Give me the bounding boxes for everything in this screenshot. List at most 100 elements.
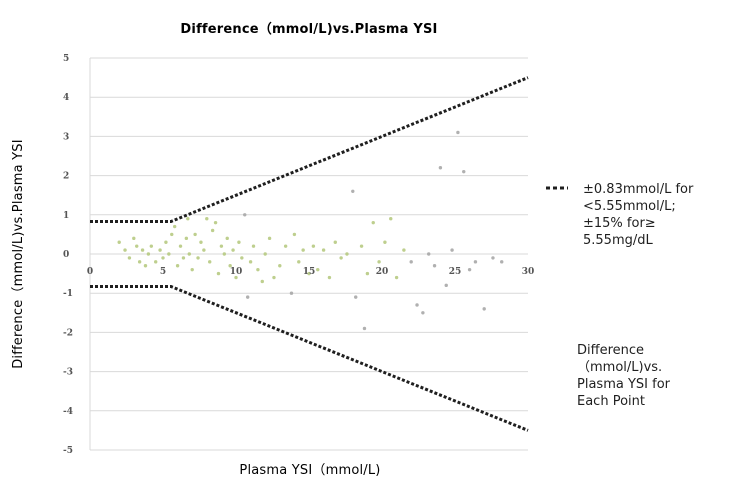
data-point xyxy=(263,252,267,256)
data-point xyxy=(199,240,203,244)
data-point xyxy=(146,252,151,256)
data-point xyxy=(432,264,437,268)
data-point xyxy=(321,248,326,252)
x-tick-label: 5 xyxy=(160,267,166,277)
y-tick-label: 2 xyxy=(63,172,69,182)
data-point xyxy=(161,256,165,260)
data-point xyxy=(327,275,332,280)
data-point xyxy=(228,264,232,268)
data-point xyxy=(186,217,190,221)
y-axis-label: Difference（mmol/L)vs.Plasma YSI xyxy=(11,139,26,369)
data-point xyxy=(170,232,174,237)
y-tick-label: 4 xyxy=(63,93,69,103)
data-point xyxy=(383,240,387,244)
data-point xyxy=(196,256,200,260)
data-point xyxy=(354,295,358,299)
data-point xyxy=(210,228,215,233)
data-point xyxy=(243,213,247,217)
data-point xyxy=(438,166,443,170)
data-point xyxy=(307,271,311,276)
data-point xyxy=(402,248,406,252)
data-point xyxy=(362,326,367,331)
data-point xyxy=(164,240,168,244)
data-point xyxy=(175,264,180,268)
data-point xyxy=(117,240,121,244)
data-point xyxy=(184,236,189,241)
data-point xyxy=(289,291,294,295)
data-point xyxy=(213,220,218,225)
upper-boundary-line xyxy=(90,76,529,223)
y-tick-label: 1 xyxy=(63,211,69,221)
data-point xyxy=(132,236,136,241)
data-point xyxy=(137,260,142,264)
data-point xyxy=(231,248,235,252)
data-point xyxy=(462,169,466,174)
data-point xyxy=(202,248,206,252)
y-tick-label: -1 xyxy=(63,289,73,299)
data-point xyxy=(234,275,238,280)
data-point xyxy=(311,244,316,248)
data-point xyxy=(377,260,381,264)
lower-boundary-line xyxy=(90,285,529,432)
data-point xyxy=(149,244,154,248)
data-point xyxy=(427,252,431,256)
data-point xyxy=(245,295,250,299)
legend-text-line: 5.55mg/dL xyxy=(583,233,653,248)
data-point xyxy=(193,232,197,237)
data-point xyxy=(140,248,145,252)
y-tick-label: -3 xyxy=(63,368,73,378)
data-point xyxy=(409,260,413,264)
y-tick-label: -4 xyxy=(63,407,73,417)
y-tick-label: 5 xyxy=(63,54,69,64)
data-point xyxy=(216,271,221,276)
data-point xyxy=(154,260,158,264)
x-axis-label: Plasma YSI（mmol/L) xyxy=(239,463,380,478)
boundary-lines xyxy=(90,76,529,432)
data-point xyxy=(267,236,272,241)
data-point xyxy=(333,240,337,244)
data-point xyxy=(260,279,264,284)
data-point xyxy=(278,264,282,268)
data-point xyxy=(172,224,177,229)
data-point xyxy=(394,275,399,280)
gridlines xyxy=(90,57,528,451)
legend-text-line: Each Point xyxy=(577,394,645,409)
y-tick-label: 3 xyxy=(63,132,69,142)
data-point xyxy=(167,252,171,256)
data-point xyxy=(225,236,229,241)
data-point xyxy=(415,303,419,307)
x-tick-label: 0 xyxy=(87,267,93,277)
x-tick-label: 25 xyxy=(449,267,462,277)
data-point xyxy=(237,240,241,244)
data-point xyxy=(365,271,370,276)
data-point xyxy=(491,256,495,260)
data-point xyxy=(240,256,244,260)
data-point xyxy=(178,244,183,248)
data-point xyxy=(482,307,486,311)
legend-text-line: （mmol/L)vs. xyxy=(577,360,662,375)
data-point xyxy=(158,248,162,252)
legend-text-line: ±15% for≥ xyxy=(583,216,656,231)
data-point xyxy=(389,217,393,221)
data-point xyxy=(301,248,305,252)
chart-title: Difference（mmol/L)vs.Plasma YSI xyxy=(180,21,437,37)
x-tick-label: 20 xyxy=(376,267,389,277)
data-point xyxy=(316,267,320,272)
data-point xyxy=(205,217,209,221)
data-point xyxy=(208,260,212,264)
legend: ±0.83mmol/L for <5.55mmol/L; ±15% for≥ 5.55… xyxy=(546,182,694,409)
data-point xyxy=(127,256,132,260)
data-point xyxy=(256,267,260,272)
x-tick-label: 30 xyxy=(522,267,535,277)
legend-text-line: <5.55mmol/L; xyxy=(583,199,676,214)
data-point xyxy=(251,244,256,248)
data-point xyxy=(345,252,349,256)
data-point xyxy=(467,267,472,272)
x-tick-label: 10 xyxy=(230,267,243,277)
data-point xyxy=(444,283,448,288)
data-point xyxy=(473,260,478,264)
data-point xyxy=(190,267,194,272)
